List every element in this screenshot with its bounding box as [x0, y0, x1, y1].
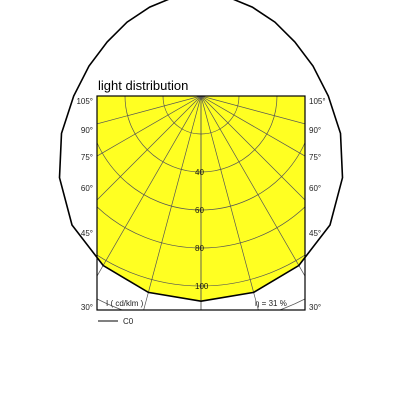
grid-spoke: [97, 96, 202, 201]
grid-spoke: [97, 96, 202, 125]
radial-tick-label: 40: [195, 168, 204, 177]
angle-label-left: 75°: [81, 153, 93, 162]
grid-spoke: [200, 96, 201, 97]
grid-spoke: [200, 96, 201, 97]
radial-tick-label: 80: [195, 244, 204, 253]
grid-spoke: [201, 96, 202, 97]
grid-spoke: [97, 96, 202, 157]
grid-spoke: [201, 96, 203, 97]
angle-label-left: 30°: [81, 303, 93, 312]
grid-spoke: [201, 96, 202, 97]
angle-label-left: 60°: [81, 184, 93, 193]
legend-label-c0: C0: [123, 317, 134, 326]
efficiency-label: η = 31 %: [255, 299, 287, 308]
radial-tick-label: 60: [195, 206, 204, 215]
unit-label: I ( cd/klm ): [106, 299, 144, 308]
angle-label-right: 30°: [309, 303, 321, 312]
grid-spoke: [201, 96, 202, 97]
grid-spoke: [200, 96, 305, 201]
angle-label-right: 105°: [309, 97, 326, 106]
labels-layer: 40 60 80 100 105° 90° 75° 60° 45° 30° 105° 90° 75° 60…: [58, 0, 344, 312]
angle-label-left: 105°: [76, 97, 93, 106]
angle-label-right: 90°: [309, 126, 321, 135]
grid-spoke: [143, 96, 202, 310]
grid-spoke: [200, 96, 201, 97]
angle-label-left: 45°: [81, 229, 93, 238]
chart-title: light distribution: [98, 78, 189, 93]
chart-frame: [96, 95, 306, 311]
intensity-curve-c0: [58, 0, 344, 303]
angle-label-left: 90°: [81, 126, 93, 135]
grid-spoke: [200, 96, 201, 97]
grid-spoke: [97, 96, 202, 277]
angle-label-right: 75°: [309, 153, 321, 162]
radial-tick-label: 100: [195, 282, 209, 291]
grid-spoke: [199, 96, 201, 97]
grid-spoke: [200, 96, 305, 277]
grid-spoke: [200, 96, 305, 125]
grid-spoke: [201, 96, 202, 97]
angle-label-right: 60°: [309, 184, 321, 193]
grid-spoke: [200, 96, 259, 310]
angle-label-right: 45°: [309, 229, 321, 238]
grid-spoke: [200, 96, 305, 157]
